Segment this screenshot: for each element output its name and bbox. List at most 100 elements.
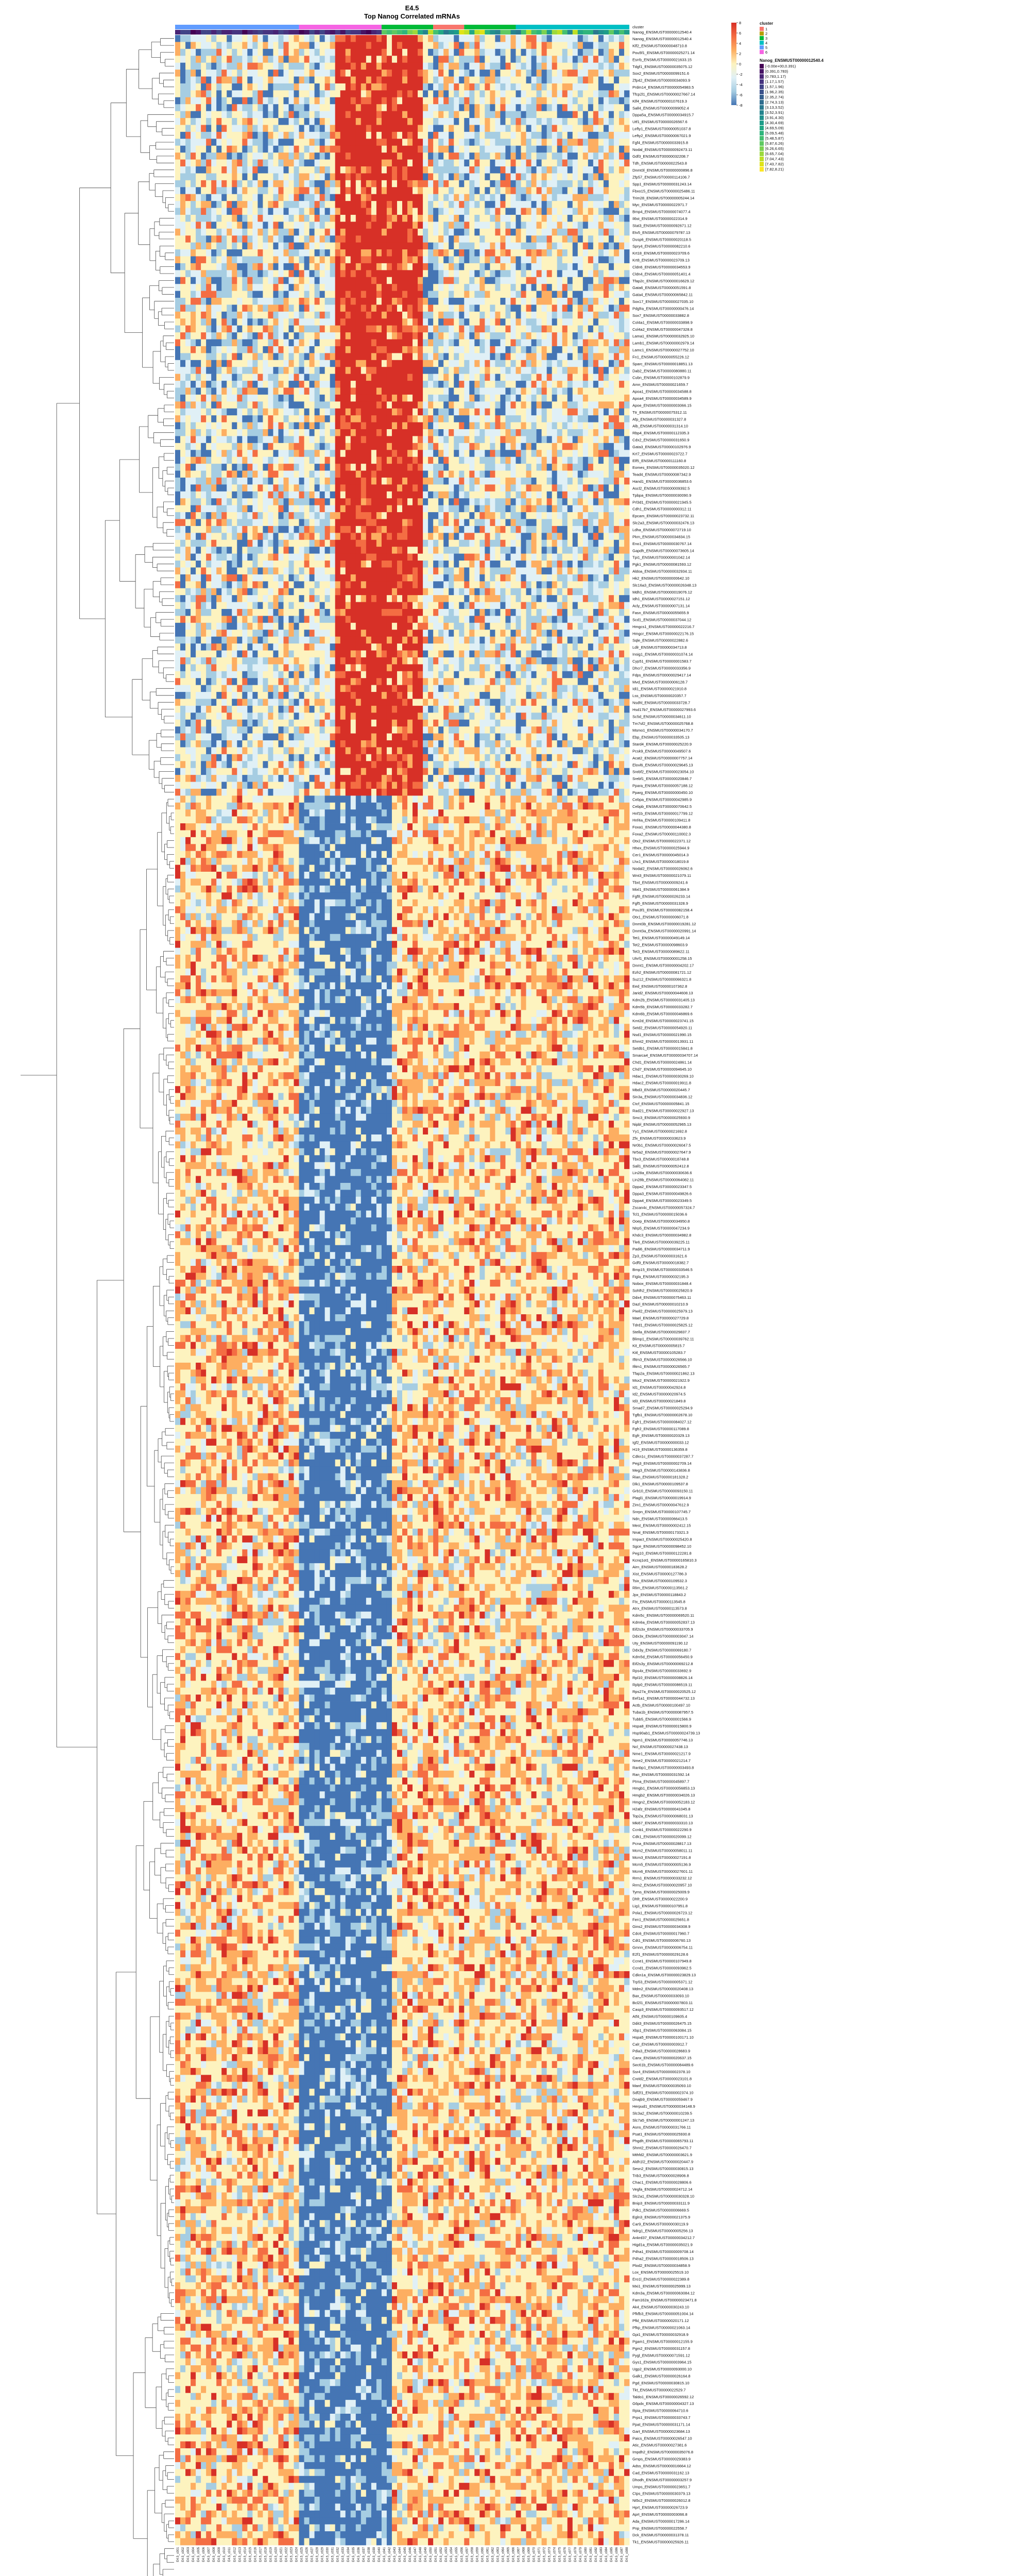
heatmap-cell [567, 304, 573, 312]
heatmap-cell [314, 76, 320, 84]
heatmap-cell [624, 104, 630, 112]
heatmap-cell [557, 70, 563, 77]
heatmap-cell [335, 111, 341, 118]
heatmap-cell [495, 180, 501, 188]
heatmap-cell [201, 180, 207, 188]
heatmap-cell [319, 187, 325, 195]
heatmap-cell [180, 325, 186, 333]
heatmap-cell [619, 298, 625, 305]
heatmap-cell [557, 62, 563, 70]
heatmap-cell [582, 42, 589, 49]
heatmap-cell [227, 284, 232, 291]
heatmap-cell [185, 311, 191, 319]
heatmap-cell [309, 152, 315, 160]
heatmap-cell [577, 242, 583, 250]
heatmap-cell [500, 111, 506, 118]
heatmap-cell [428, 152, 434, 160]
heatmap-cell [345, 284, 351, 291]
heatmap-cell [598, 83, 604, 91]
heatmap-cell [242, 76, 248, 84]
heatmap-cell [191, 214, 196, 222]
heatmap-cell [191, 284, 196, 291]
heatmap-cell [557, 48, 563, 56]
heatmap-cell [407, 131, 413, 139]
heatmap-cell [449, 201, 454, 208]
heatmap-cell [191, 270, 196, 278]
heatmap-cell [593, 118, 599, 125]
heatmap-cell [608, 304, 614, 312]
heatmap-cell [402, 298, 408, 305]
heatmap-cell [608, 159, 614, 167]
heatmap-cell [191, 222, 196, 229]
heatmap-cell [381, 304, 387, 312]
heatmap-cell [335, 249, 341, 257]
heatmap-cell [598, 56, 604, 63]
heatmap-cell [335, 90, 341, 98]
heatmap-cell [196, 139, 201, 146]
heatmap-cell [180, 291, 186, 298]
nanog-annotation-cell [536, 30, 542, 35]
heatmap-cell [350, 318, 356, 326]
heatmap-cell [232, 311, 237, 319]
heatmap-cell [546, 228, 553, 236]
heatmap-cell [536, 214, 542, 222]
heatmap-cell [397, 194, 403, 201]
heatmap-cell [247, 104, 253, 112]
heatmap-cell [423, 90, 428, 98]
heatmap-cell [454, 125, 459, 132]
heatmap-cell [288, 318, 294, 326]
heatmap-cell [397, 56, 403, 63]
heatmap-cell [227, 125, 232, 132]
heatmap-cell [582, 62, 589, 70]
heatmap-cell [355, 48, 362, 56]
heatmap-cell [355, 325, 362, 333]
heatmap-cell [521, 270, 526, 278]
heatmap-cell [619, 166, 625, 174]
heatmap-cell [500, 62, 506, 70]
heatmap-cell [201, 249, 207, 257]
heatmap-cell [531, 131, 537, 139]
nanog-annotation-cell [552, 30, 557, 35]
heatmap-cell [299, 159, 304, 167]
heatmap-cell [402, 263, 408, 270]
heatmap-cell [232, 214, 237, 222]
heatmap-cell [227, 214, 232, 222]
heatmap-cell [510, 131, 516, 139]
heatmap-cell [201, 235, 207, 243]
heatmap-cell [418, 111, 423, 118]
heatmap-cell [330, 263, 336, 270]
heatmap-cell [381, 48, 387, 56]
heatmap-cell [314, 83, 320, 91]
heatmap-cell [557, 139, 563, 146]
heatmap-cell [459, 222, 465, 229]
heatmap-cell [474, 62, 480, 70]
heatmap-cell [309, 298, 315, 305]
heatmap-cell [407, 214, 413, 222]
heatmap-cell [335, 222, 341, 229]
heatmap-cell [216, 194, 222, 201]
heatmap-cell [360, 284, 367, 291]
heatmap-cell [443, 118, 449, 125]
heatmap-cell [252, 298, 258, 305]
heatmap-cell [443, 145, 449, 153]
heatmap-cell [593, 83, 599, 91]
heatmap-cell [268, 263, 273, 270]
heatmap-cell [562, 187, 568, 195]
heatmap-cell [258, 62, 263, 70]
heatmap-cell [273, 152, 279, 160]
heatmap-cell [541, 249, 547, 257]
heatmap-cell [263, 70, 268, 77]
heatmap-cell [185, 270, 191, 278]
heatmap-cell [258, 90, 263, 98]
heatmap-cell [345, 187, 351, 195]
heatmap-cell [324, 145, 331, 153]
heatmap-cell [572, 311, 578, 319]
heatmap-cell [454, 145, 459, 153]
heatmap-cell [314, 228, 320, 236]
heatmap-cell [577, 76, 583, 84]
heatmap-cell [340, 111, 346, 118]
heatmap-cell [413, 42, 418, 49]
heatmap-cell [490, 48, 495, 56]
heatmap-cell [479, 304, 485, 312]
heatmap-cell [345, 311, 351, 319]
